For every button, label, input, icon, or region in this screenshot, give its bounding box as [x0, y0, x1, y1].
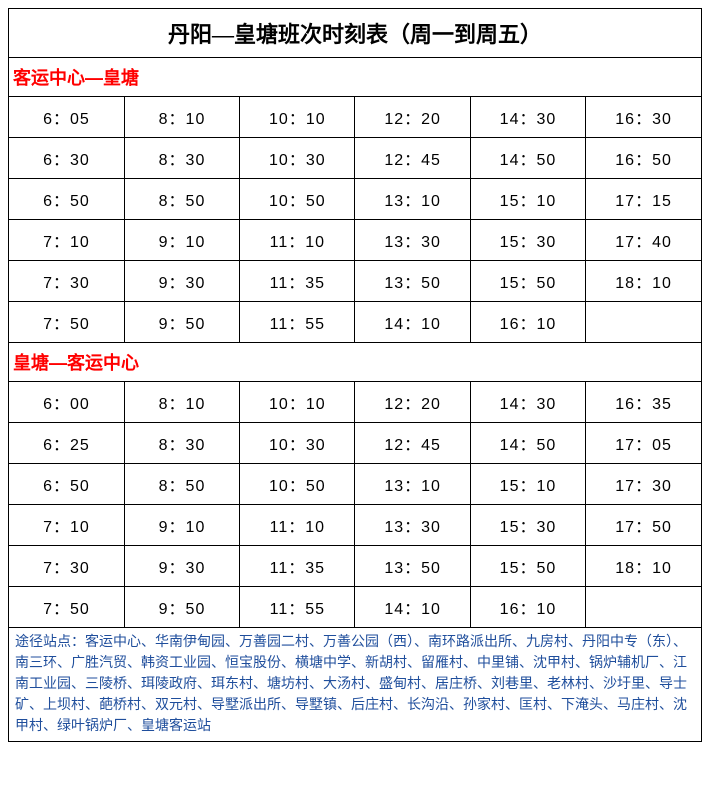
time-cell: 11：55: [240, 302, 355, 343]
time-cell: 13：10: [355, 464, 470, 505]
time-cell: 14：30: [470, 97, 585, 138]
time-cell: 10：10: [240, 97, 355, 138]
time-cell: 9：10: [124, 220, 239, 261]
time-cell: 14：50: [470, 423, 585, 464]
time-cell: 16：10: [470, 302, 585, 343]
page-title: 丹阳—皇塘班次时刻表（周一到周五）: [9, 9, 701, 58]
section1-header: 客运中心—皇塘: [9, 58, 701, 97]
time-cell: 15：10: [470, 464, 585, 505]
time-cell: 13：30: [355, 220, 470, 261]
time-cell: 8：10: [124, 97, 239, 138]
time-cell: 8：50: [124, 464, 239, 505]
time-cell: 13：50: [355, 261, 470, 302]
time-cell: 9：50: [124, 302, 239, 343]
timetable-container: 丹阳—皇塘班次时刻表（周一到周五） 客运中心—皇塘 6：058：1010：101…: [8, 8, 702, 742]
time-cell: 14：10: [355, 587, 470, 628]
time-cell: 9：50: [124, 587, 239, 628]
time-cell: 13：10: [355, 179, 470, 220]
time-cell: 16：35: [586, 382, 701, 423]
footer-stations: 途径站点：客运中心、华南伊甸园、万善园二村、万善公园（西）、南环路派出所、九房村…: [9, 627, 701, 741]
time-cell: 15：50: [470, 546, 585, 587]
time-cell: 7：50: [9, 587, 124, 628]
section1-table: 6：058：1010：1012：2014：3016：30 6：308：3010：3…: [9, 97, 701, 342]
time-cell: 7：30: [9, 261, 124, 302]
time-cell: 16：50: [586, 138, 701, 179]
time-cell: 17：40: [586, 220, 701, 261]
time-cell: 14：30: [470, 382, 585, 423]
time-cell: 12：20: [355, 97, 470, 138]
time-cell: 9：30: [124, 546, 239, 587]
time-cell: 12：45: [355, 138, 470, 179]
time-cell: 8：50: [124, 179, 239, 220]
time-cell: 16：10: [470, 587, 585, 628]
time-cell: 10：50: [240, 464, 355, 505]
time-cell: 17：05: [586, 423, 701, 464]
time-cell: 10：50: [240, 179, 355, 220]
time-cell: [586, 587, 701, 628]
time-cell: 6：25: [9, 423, 124, 464]
time-cell: 9：10: [124, 505, 239, 546]
time-cell: 11：10: [240, 220, 355, 261]
time-cell: 11：35: [240, 546, 355, 587]
time-cell: 17：15: [586, 179, 701, 220]
time-cell: 18：10: [586, 546, 701, 587]
time-cell: 10：30: [240, 138, 355, 179]
time-cell: 6：50: [9, 464, 124, 505]
time-cell: 15：30: [470, 220, 585, 261]
time-cell: 7：10: [9, 505, 124, 546]
time-cell: 10：30: [240, 423, 355, 464]
time-cell: 15：10: [470, 179, 585, 220]
time-cell: 10：10: [240, 382, 355, 423]
section2-table: 6：008：1010：1012：2014：3016：35 6：258：3010：3…: [9, 382, 701, 627]
time-cell: 12：20: [355, 382, 470, 423]
time-cell: 14：50: [470, 138, 585, 179]
time-cell: 6：05: [9, 97, 124, 138]
time-cell: 14：10: [355, 302, 470, 343]
time-cell: 15：50: [470, 261, 585, 302]
time-cell: 17：30: [586, 464, 701, 505]
time-cell: 9：30: [124, 261, 239, 302]
time-cell: 6：50: [9, 179, 124, 220]
time-cell: 8：10: [124, 382, 239, 423]
time-cell: 6：00: [9, 382, 124, 423]
section2-header: 皇塘—客运中心: [9, 342, 701, 382]
time-cell: 8：30: [124, 423, 239, 464]
time-cell: 6：30: [9, 138, 124, 179]
time-cell: 11：35: [240, 261, 355, 302]
time-cell: 11：10: [240, 505, 355, 546]
time-cell: 17：50: [586, 505, 701, 546]
time-cell: 15：30: [470, 505, 585, 546]
time-cell: 13：30: [355, 505, 470, 546]
time-cell: 7：50: [9, 302, 124, 343]
time-cell: 11：55: [240, 587, 355, 628]
time-cell: 16：30: [586, 97, 701, 138]
time-cell: 13：50: [355, 546, 470, 587]
time-cell: [586, 302, 701, 343]
time-cell: 8：30: [124, 138, 239, 179]
time-cell: 7：10: [9, 220, 124, 261]
time-cell: 18：10: [586, 261, 701, 302]
time-cell: 7：30: [9, 546, 124, 587]
time-cell: 12：45: [355, 423, 470, 464]
